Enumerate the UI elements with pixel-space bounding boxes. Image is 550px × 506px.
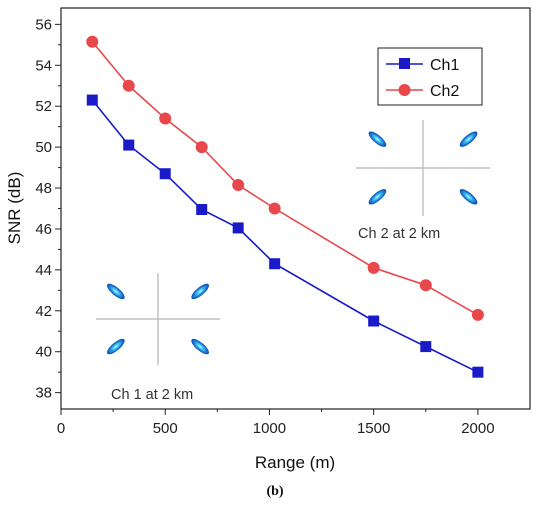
x-tick-label: 0 — [57, 420, 65, 437]
beam-spot — [459, 131, 478, 147]
data-point-ch2 — [419, 279, 432, 292]
data-point-ch2 — [159, 112, 172, 125]
inset-caption-ch1: Ch 1 at 2 km — [111, 387, 193, 403]
x-tick-label: 1500 — [357, 420, 390, 437]
inset-ch2-beam-profile — [356, 120, 490, 216]
y-tick-label: 44 — [35, 262, 52, 279]
inset-caption-ch2: Ch 2 at 2 km — [358, 226, 440, 242]
data-point-ch1 — [196, 204, 208, 216]
y-tick-label: 46 — [35, 221, 52, 238]
data-point-ch1 — [420, 341, 432, 353]
y-axis-title: SNR (dB) — [5, 172, 24, 245]
legend-label-ch2: Ch2 — [430, 83, 459, 100]
series-markers — [86, 35, 484, 378]
legend: Ch1 Ch2 — [377, 47, 483, 106]
legend-box — [377, 47, 483, 106]
data-point-ch2 — [367, 261, 380, 274]
inset-images — [96, 120, 490, 365]
inset-ch1-beam-profile — [96, 273, 220, 365]
y-tick-label: 52 — [35, 98, 52, 115]
y-tick-label: 56 — [35, 16, 52, 33]
data-point-ch2 — [471, 308, 484, 321]
data-point-ch1 — [368, 315, 380, 327]
beam-spot — [107, 338, 125, 355]
beam-spot — [459, 189, 478, 205]
legend-marker-ch2 — [398, 84, 411, 96]
legend-label-ch1: Ch1 — [430, 57, 459, 74]
y-tick-label: 54 — [35, 57, 52, 74]
data-point-ch2 — [195, 141, 208, 154]
figure-caption: (b) — [266, 484, 283, 499]
data-point-ch1 — [232, 222, 244, 234]
y-tick-label: 38 — [35, 385, 52, 402]
data-point-ch2 — [268, 202, 281, 215]
beam-spot — [191, 283, 209, 300]
x-tick-label: 500 — [153, 420, 178, 437]
axes: 0 500 1000 1500 2000 38 40 42 44 46 48 50 52 54 56 — [35, 16, 494, 437]
data-point-ch1 — [123, 139, 135, 151]
x-tick-label: 1000 — [253, 420, 286, 437]
data-point-ch1 — [472, 366, 484, 378]
data-point-ch2 — [232, 178, 245, 191]
y-tick-label: 42 — [35, 303, 52, 320]
y-tick-label: 40 — [35, 344, 52, 361]
beam-spot — [368, 189, 387, 205]
beam-spot — [368, 131, 387, 147]
beam-spot — [107, 283, 125, 300]
data-point-ch1 — [159, 168, 171, 180]
data-point-ch2 — [86, 35, 99, 48]
legend-marker-ch1 — [399, 58, 410, 69]
y-tick-label: 50 — [35, 139, 52, 156]
y-tick-label: 48 — [35, 180, 52, 197]
x-axis-title: Range (m) — [255, 453, 335, 472]
data-point-ch1 — [86, 94, 98, 106]
beam-spot — [191, 338, 209, 355]
x-tick-label: 2000 — [461, 420, 494, 437]
data-point-ch2 — [122, 79, 135, 92]
data-point-ch1 — [269, 258, 281, 270]
